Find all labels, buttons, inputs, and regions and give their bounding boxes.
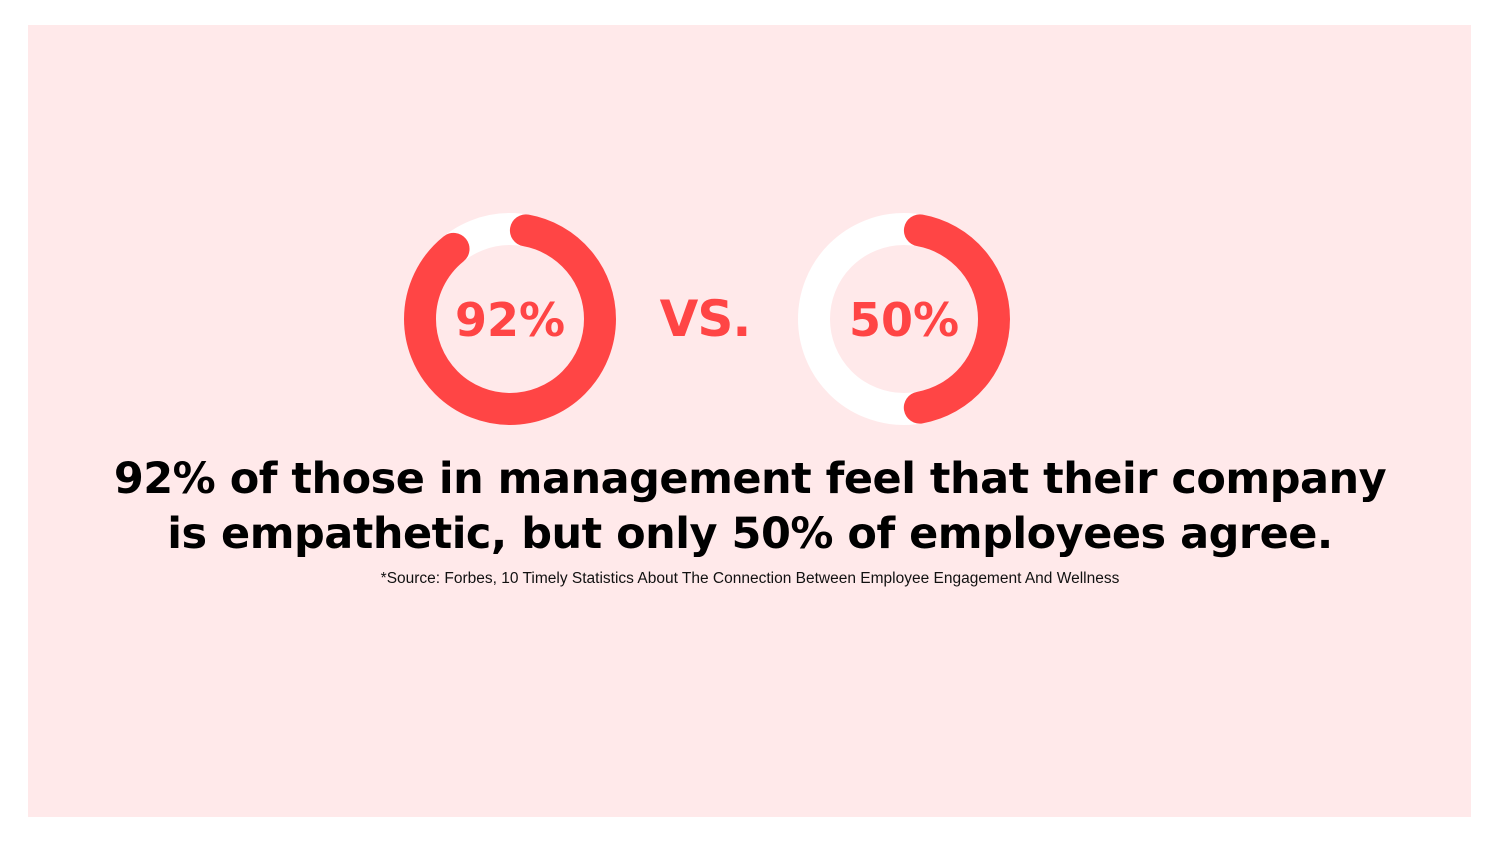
headline-line-2: is empathetic, but only 50% of employees… xyxy=(167,509,1333,559)
headline: 92% of those in management feel that the… xyxy=(0,452,1500,562)
background-panel xyxy=(28,25,1471,817)
donut-label: 92% xyxy=(455,293,565,347)
donut-employees: 50% xyxy=(798,213,1010,425)
donut-management: 92% xyxy=(404,213,616,425)
donut-label: 50% xyxy=(849,293,959,347)
source-note: *Source: Forbes, 10 Timely Statistics Ab… xyxy=(380,570,1120,587)
donut-arc xyxy=(798,213,1010,425)
headline-line-1: 92% of those in management feel that the… xyxy=(113,454,1387,504)
vs-label: VS. xyxy=(659,290,752,348)
donut-arc xyxy=(404,213,616,425)
